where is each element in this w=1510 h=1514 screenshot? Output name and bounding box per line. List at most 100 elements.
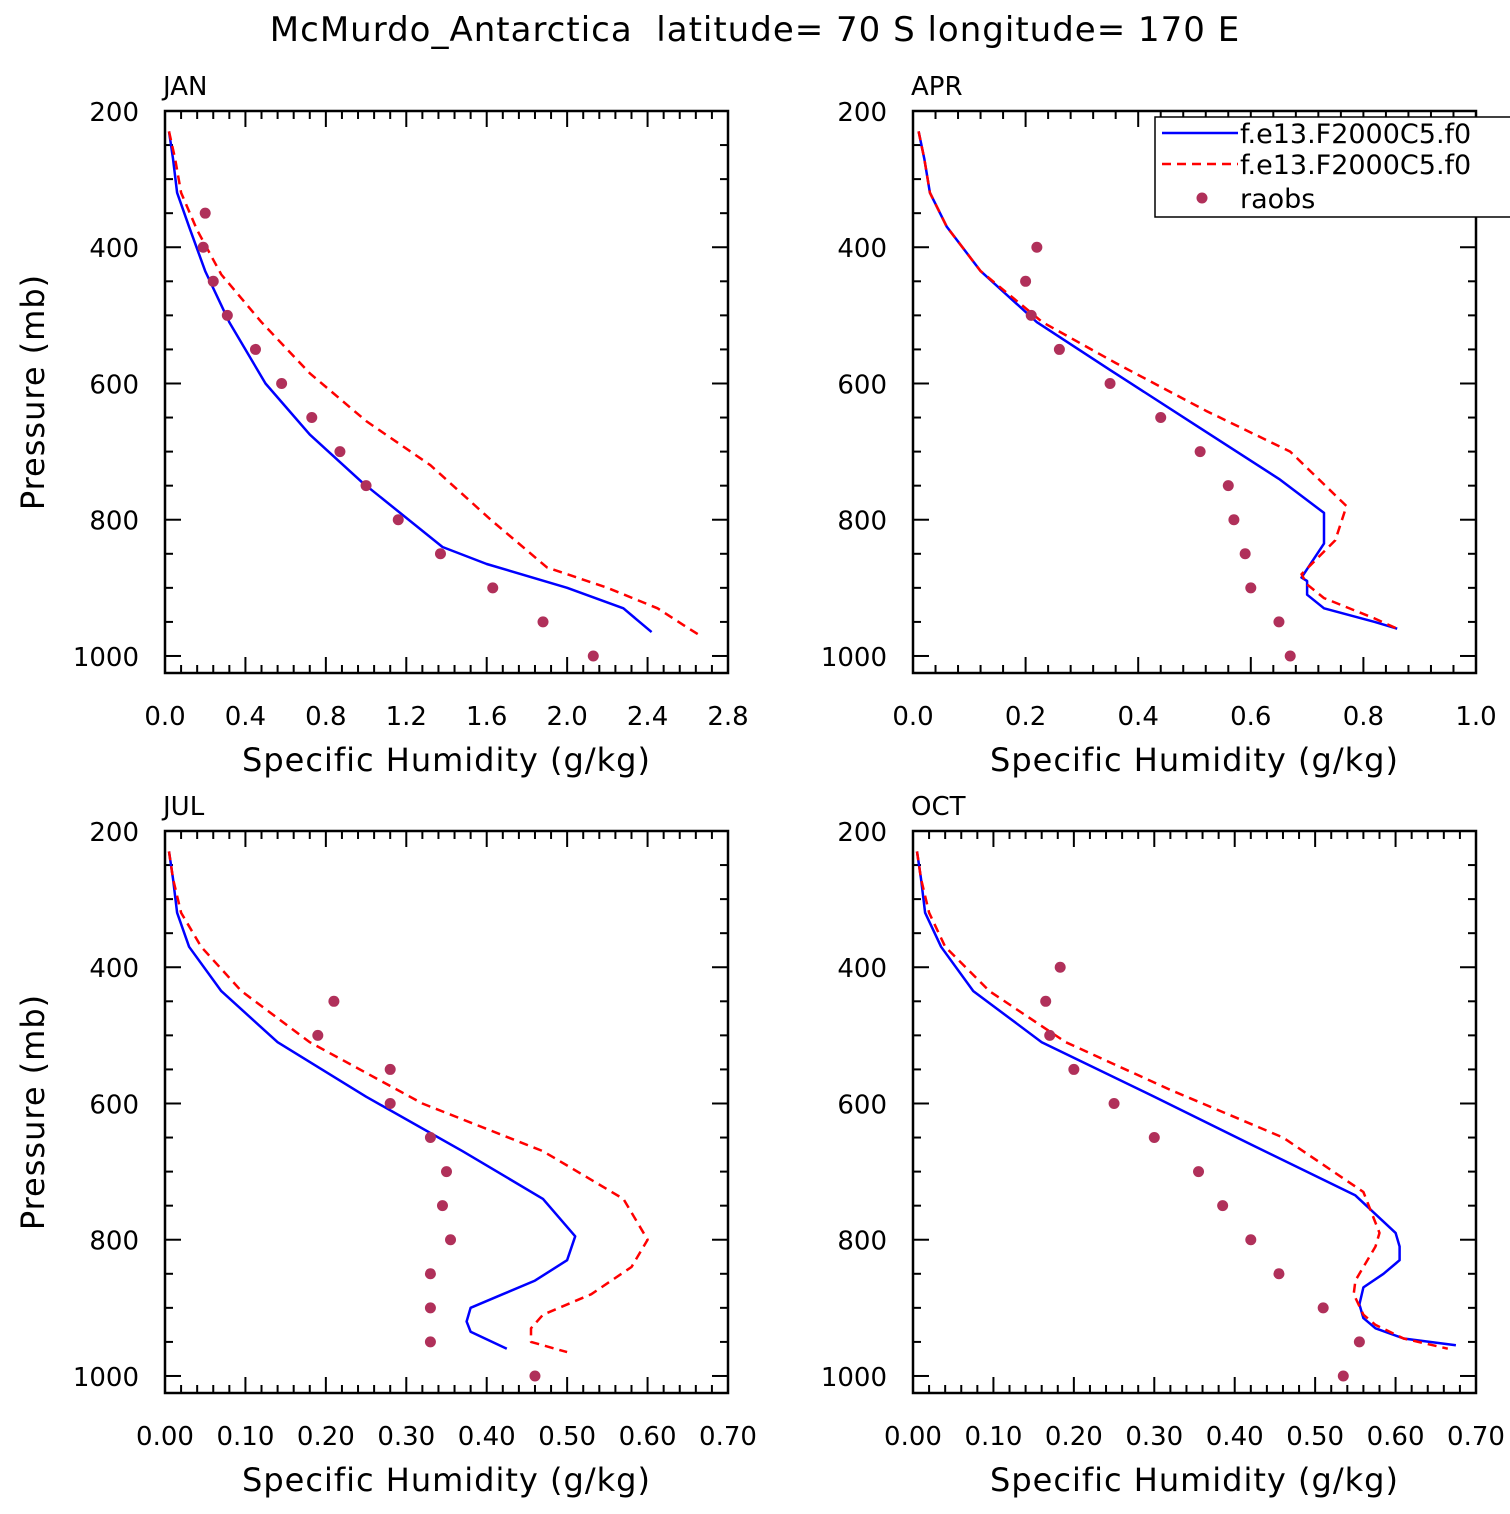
raobs-point xyxy=(1273,1268,1285,1280)
raobs-point xyxy=(1337,1370,1349,1382)
series-line-red-dashed xyxy=(167,131,701,637)
x-tick-label: 0.50 xyxy=(538,1422,596,1452)
x-tick-label: 0.4 xyxy=(1118,702,1159,732)
raobs-point xyxy=(1228,514,1240,526)
x-tick-label: 0.6 xyxy=(1230,702,1271,732)
raobs-point xyxy=(306,412,318,424)
raobs-point xyxy=(424,1132,436,1144)
raobs-point xyxy=(384,1097,396,1109)
raobs-point xyxy=(1245,1234,1257,1246)
raobs-point xyxy=(529,1370,541,1382)
x-tick-label: 0.30 xyxy=(377,1422,435,1452)
y-tick-label: 200 xyxy=(837,98,887,128)
raobs-point xyxy=(384,1063,396,1075)
x-tick-label: 0.00 xyxy=(136,1422,194,1452)
raobs-point xyxy=(1222,480,1234,492)
series-line-blue-solid xyxy=(915,851,1457,1347)
raobs-point xyxy=(1031,241,1043,253)
figure-title: McMurdo_Antarctica latitude= 70 S longit… xyxy=(269,10,1241,50)
x-tick-label: 0.40 xyxy=(458,1422,516,1452)
y-tick-label: 1000 xyxy=(821,643,887,673)
x-tick-label: 0.8 xyxy=(1343,702,1384,732)
raobs-point xyxy=(1193,1166,1205,1178)
y-tick-label: 800 xyxy=(89,1227,139,1257)
x-tick-label: 1.6 xyxy=(466,702,507,732)
raobs-point xyxy=(445,1234,457,1246)
y-tick-label: 200 xyxy=(837,818,887,848)
raobs-point xyxy=(1155,412,1167,424)
panel-apr: 0.0 0.2 0.4 0.6 0.8 1.0 Specific Humidity (g/k… xyxy=(821,72,1497,779)
y-tick-label: 600 xyxy=(89,1090,139,1120)
x-axis-label: Specific Humidity (g/kg) xyxy=(242,1461,651,1499)
panel-label: JUL xyxy=(161,792,205,822)
legend-label: raobs xyxy=(1240,184,1315,215)
x-tick-label: 2.8 xyxy=(707,702,748,732)
raobs-point xyxy=(221,309,233,321)
raobs-point xyxy=(1217,1200,1229,1212)
x-tick-label: 0.70 xyxy=(1447,1422,1505,1452)
raobs-point xyxy=(537,616,549,628)
raobs-point xyxy=(1239,548,1251,560)
x-tick-label: 2.0 xyxy=(546,702,587,732)
raobs-point xyxy=(1108,1097,1120,1109)
series-line-blue-solid xyxy=(167,131,653,634)
raobs-point xyxy=(424,1302,436,1314)
x-tick-label: 0.60 xyxy=(619,1422,677,1452)
raobs-point xyxy=(1284,650,1296,662)
plot-frame xyxy=(911,109,1478,675)
raobs-point xyxy=(1148,1132,1160,1144)
x-tick-label: 0.20 xyxy=(297,1422,355,1452)
y-tick-label: 1000 xyxy=(73,643,139,673)
x-tick-label: 2.4 xyxy=(627,702,668,732)
series-line-blue-solid xyxy=(167,851,577,1350)
raobs-point xyxy=(434,548,446,560)
x-axis-label: Specific Humidity (g/kg) xyxy=(990,1461,1399,1499)
x-tick-label: 0.60 xyxy=(1367,1422,1425,1452)
x-tick-label: 0.10 xyxy=(964,1422,1022,1452)
y-tick-label: 200 xyxy=(89,98,139,128)
raobs-point xyxy=(197,241,209,253)
x-tick-label: 1.2 xyxy=(386,702,427,732)
raobs-point xyxy=(1317,1302,1329,1314)
x-tick-label: 0.8 xyxy=(305,702,346,732)
y-tick-label: 400 xyxy=(89,234,139,264)
raobs-point xyxy=(1273,616,1285,628)
raobs-point xyxy=(1353,1336,1365,1348)
y-tick-label: 800 xyxy=(837,1227,887,1257)
x-tick-label: 0.4 xyxy=(225,702,266,732)
x-tick-label: 0.00 xyxy=(884,1422,942,1452)
y-tick-label: 800 xyxy=(837,507,887,537)
plot-frame xyxy=(163,829,730,1395)
raobs-point xyxy=(424,1336,436,1348)
raobs-point xyxy=(1194,446,1206,458)
raobs-point xyxy=(199,207,211,219)
x-tick-label: 0.20 xyxy=(1045,1422,1103,1452)
raobs-point xyxy=(441,1166,452,1178)
x-tick-label: 0.50 xyxy=(1286,1422,1344,1452)
raobs-point xyxy=(392,514,404,526)
raobs-point xyxy=(1044,1029,1056,1041)
y-tick-label: 400 xyxy=(837,954,887,984)
x-tick-label: 0.40 xyxy=(1206,1422,1264,1452)
panel-jul: 0.00 0.10 0.20 0.30 0.40 0.50 0.60 0.70 Specific… xyxy=(14,792,757,1499)
panel-oct: 0.00 0.10 0.20 0.30 0.40 0.50 0.60 0.70 Specific… xyxy=(821,792,1505,1499)
legend-label: f.e13.F2000C5.f0 xyxy=(1240,150,1471,181)
series-line-red-dashed xyxy=(167,851,649,1354)
y-axis-label: Pressure (mb) xyxy=(14,994,52,1230)
y-tick-label: 400 xyxy=(89,954,139,984)
panel-label: OCT xyxy=(911,792,966,822)
y-tick-label: 600 xyxy=(89,370,139,400)
x-axis-label: Specific Humidity (g/kg) xyxy=(242,741,651,779)
x-tick-label: 0.10 xyxy=(216,1422,274,1452)
raobs-point xyxy=(1068,1063,1080,1075)
raobs-point xyxy=(436,1200,448,1212)
plot-frame xyxy=(911,829,1478,1395)
y-tick-label: 800 xyxy=(89,507,139,537)
panel-label: APR xyxy=(911,72,963,102)
raobs-point xyxy=(424,1268,436,1280)
x-tick-label: 0.30 xyxy=(1125,1422,1183,1452)
raobs-point xyxy=(1054,961,1066,973)
raobs-point xyxy=(334,446,346,458)
raobs-point xyxy=(207,275,219,287)
